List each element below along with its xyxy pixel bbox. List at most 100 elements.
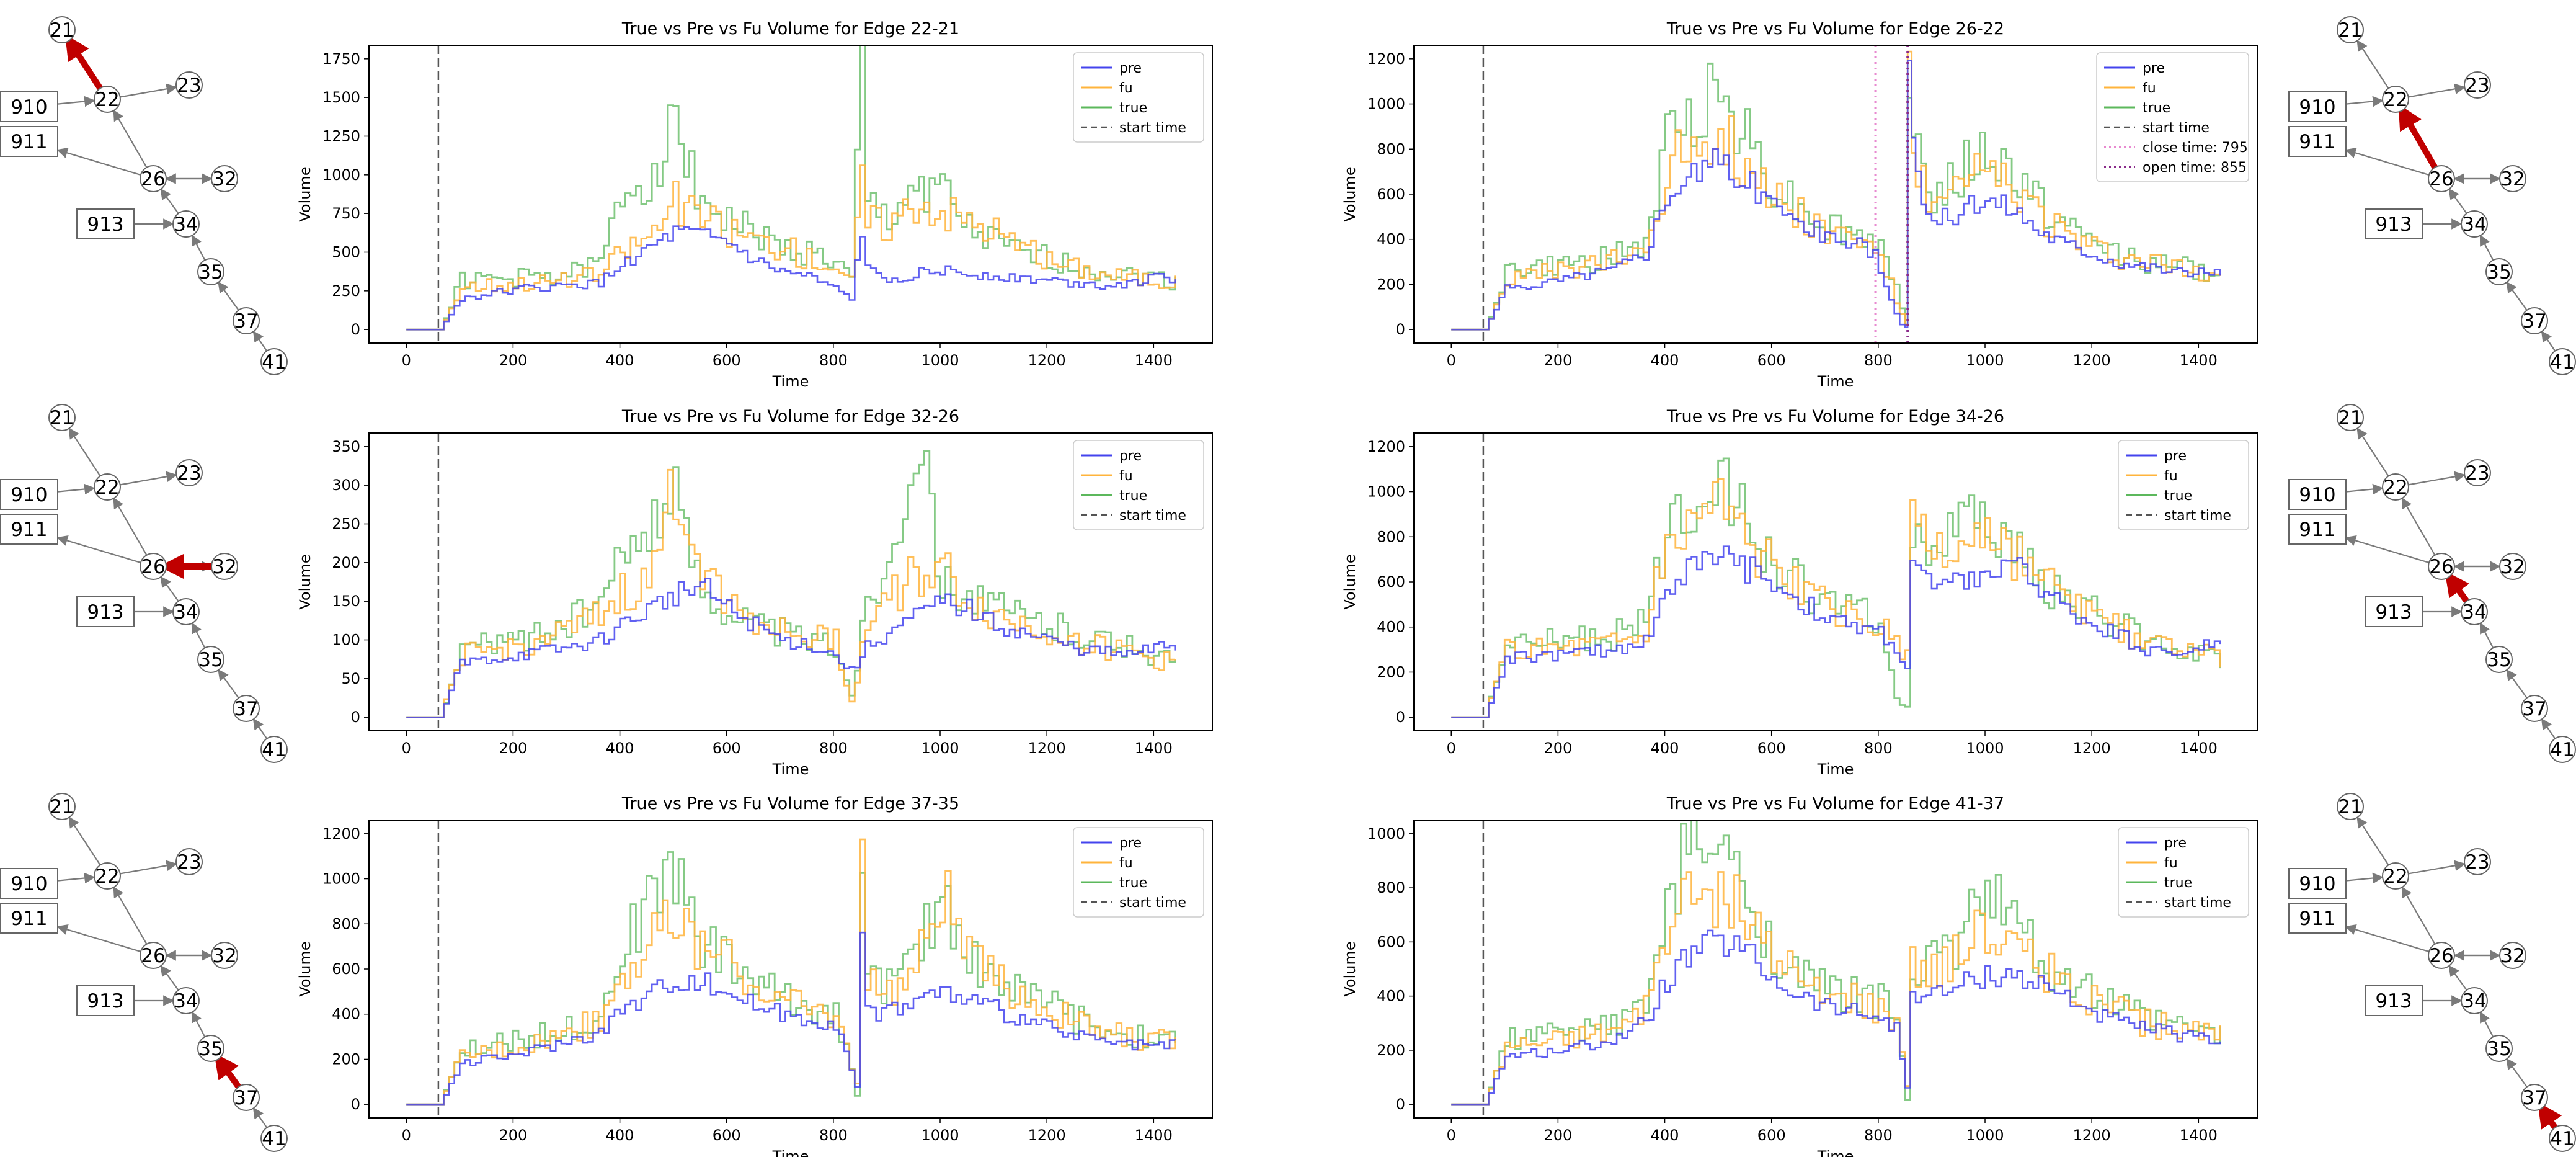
graph-node-label: 22 [2383, 865, 2407, 888]
graph-node-circle [175, 848, 203, 875]
graph-node-box [0, 514, 58, 545]
plot-frame [368, 432, 1213, 731]
y-tick-label: 400 [1377, 988, 1405, 1005]
graph-node-label: 34 [174, 990, 198, 1012]
y-tick-label: 1000 [322, 166, 360, 184]
graph-node-circle [260, 736, 288, 763]
graph-node-box [0, 903, 58, 934]
y-tick-label: 200 [1377, 1042, 1405, 1059]
chart-6: True vs Pre vs Fu Volume for Edge 41-37 0… [1341, 794, 2258, 1157]
y-tick-label: 1200 [1367, 50, 1405, 68]
y-tick-label: 150 [332, 592, 360, 610]
x-axis-label: Time [1817, 1148, 1854, 1157]
graph-node-circle [197, 646, 224, 673]
graph-node-label: 23 [177, 462, 201, 485]
graph-edge-arrow [2541, 330, 2556, 352]
x-tick-label: 400 [606, 739, 634, 757]
graph-node-label: 21 [2338, 19, 2362, 42]
x-tick-label: 800 [819, 739, 848, 757]
graph-node-label: 32 [2500, 556, 2525, 578]
legend-entry: start time [2164, 508, 2231, 524]
legend-entry: true [2164, 875, 2192, 891]
y-tick-label: 800 [1377, 140, 1405, 158]
y-tick-label: 0 [1396, 1096, 1405, 1113]
graph-node-circle [2461, 210, 2488, 238]
graph-edge-arrow [2479, 622, 2494, 648]
graph-edge-arrow [2401, 886, 2436, 945]
y-tick-label: 500 [332, 244, 360, 261]
graph-node-label: 910 [11, 484, 47, 506]
legend-box [2118, 827, 2249, 918]
graph-node-circle [2382, 86, 2409, 113]
x-tick-label: 600 [713, 739, 741, 757]
graph-edge-arrow [2479, 1011, 2494, 1037]
graph-node-label: 910 [11, 873, 47, 895]
graph-node-circle [233, 695, 260, 722]
graph-edge-arrow [113, 886, 148, 945]
graph-node-label: 23 [2465, 851, 2489, 873]
graph-node-circle [260, 348, 288, 375]
graph-node-circle [140, 165, 167, 192]
graph-node-label: 41 [2550, 1128, 2574, 1150]
graph-edge-arrow [2408, 471, 2466, 486]
x-tick-label: 1200 [1028, 1127, 1066, 1144]
x-tick-label: 800 [1864, 1127, 1893, 1144]
graph-edge-arrow [2345, 872, 2384, 884]
x-axis-label: Time [772, 1148, 809, 1157]
graph-edge-arrow [2541, 718, 2556, 739]
graph-edge-arrow [2506, 669, 2528, 699]
chart-title: True vs Pre vs Fu Volume for Edge 32-26 [621, 407, 959, 426]
graph-node-label: 32 [2500, 168, 2525, 190]
legend-entry: close time: 795 [2143, 140, 2248, 156]
chart-title: True vs Pre vs Fu Volume for Edge 34-26 [1666, 407, 2004, 426]
series-line-true [406, 450, 1176, 718]
legend-entry: start time [1119, 120, 1186, 136]
graph-node-circle [2549, 348, 2576, 375]
legend-entry: start time [2143, 120, 2210, 136]
x-tick-label: 1400 [2180, 352, 2218, 369]
x-tick-label: 400 [606, 1127, 634, 1144]
graph-edge-arrow [2345, 535, 2430, 564]
series-line-fu [406, 468, 1176, 718]
graph-node-circle [197, 258, 224, 285]
graph-node-label: 41 [2550, 739, 2574, 761]
legend: pre fu true start time [1073, 827, 1204, 918]
x-tick-label: 1200 [2073, 1127, 2111, 1144]
highlighted-edge-arrow [64, 34, 103, 91]
chart-title: True vs Pre vs Fu Volume for Edge 37-35 [621, 794, 959, 813]
chart-5: True vs Pre vs Fu Volume for Edge 37-35 0… [296, 794, 1213, 1157]
graph-node-box [76, 985, 135, 1016]
highlighted-edge-arrow [2398, 104, 2438, 169]
legend-entry: true [2143, 101, 2170, 116]
x-tick-label: 1000 [1966, 739, 2004, 757]
graph-node-label: 34 [174, 213, 198, 236]
y-axis-label: Volume [296, 554, 314, 609]
x-tick-label: 200 [1543, 739, 1572, 757]
y-tick-label: 0 [1396, 708, 1405, 726]
x-tick-label: 1400 [2180, 1127, 2218, 1144]
graph-node-label: 21 [2338, 796, 2362, 818]
graph-node-label: 37 [2522, 1087, 2546, 1109]
legend-box [1073, 827, 1204, 918]
graph-edge-arrow [160, 576, 179, 602]
graph-node-label: 21 [50, 407, 74, 429]
graph-node-label: 35 [2487, 261, 2511, 284]
graph-node-label: 910 [2299, 484, 2335, 506]
graph-node-label: 911 [2299, 519, 2335, 541]
graph-node-label: 34 [2462, 213, 2486, 236]
graph-node-label: 22 [2383, 89, 2407, 111]
x-tick-label: 1400 [2180, 739, 2218, 757]
y-tick-label: 1750 [322, 50, 360, 68]
graph-node-circle [2428, 165, 2455, 192]
graph-node-circle [2485, 258, 2513, 285]
graph-edge-arrow [2401, 497, 2436, 556]
graph-node-label: 32 [212, 556, 236, 578]
legend-box [2118, 440, 2249, 530]
graph-node-box [2288, 868, 2347, 899]
chart-title: True vs Pre vs Fu Volume for Edge 22-21 [621, 19, 959, 38]
legend-entry: pre [2143, 61, 2165, 76]
plot-frame [1413, 432, 2258, 731]
plot-frame [368, 820, 1213, 1119]
